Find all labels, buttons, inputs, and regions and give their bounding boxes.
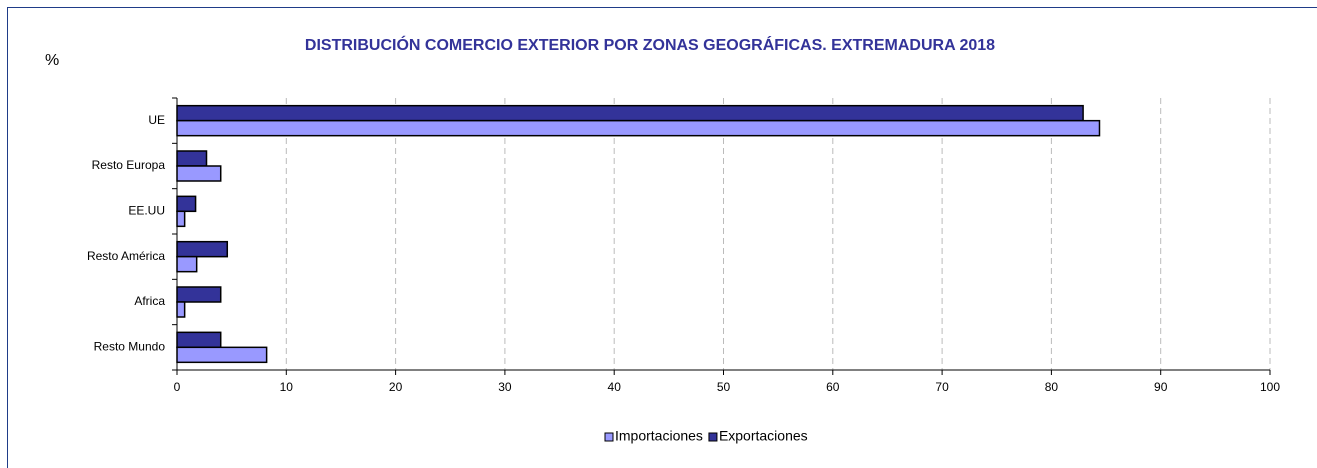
chart-border [7, 7, 1317, 468]
chart-title: DISTRIBUCIÓN COMERCIO EXTERIOR POR ZONAS… [305, 35, 995, 54]
y-axis-label: % [45, 52, 59, 69]
bar [176, 104, 1084, 122]
bar [176, 331, 222, 349]
bar [176, 150, 208, 167]
x-tick-label: 80 [1045, 380, 1059, 394]
y-tick-label: UE [148, 113, 165, 127]
y-tick-label: EE.UU [128, 204, 165, 218]
bar [176, 301, 186, 318]
legend-label: Importaciones [615, 428, 703, 444]
y-tick-label: Africa [134, 294, 165, 308]
bar [176, 210, 186, 228]
bar [176, 195, 197, 213]
x-tick-label: 70 [935, 380, 949, 394]
x-tick-label: 50 [717, 380, 731, 394]
bar [176, 286, 222, 303]
legend-swatch [604, 432, 614, 442]
bar [176, 346, 268, 364]
y-tick-label: Resto Mundo [94, 340, 166, 354]
bar [176, 240, 229, 258]
bar [176, 119, 1101, 137]
bar [176, 255, 198, 273]
x-tick-label: 100 [1260, 380, 1280, 394]
x-tick-label: 0 [174, 380, 181, 394]
bar [176, 165, 222, 182]
y-tick-label: Resto América [87, 249, 165, 263]
x-tick-label: 40 [608, 380, 622, 394]
legend-label: Exportaciones [719, 428, 808, 444]
x-tick-label: 20 [389, 380, 403, 394]
x-tick-label: 60 [826, 380, 840, 394]
legend-swatch [708, 432, 718, 442]
x-tick-label: 90 [1154, 380, 1168, 394]
x-tick-label: 30 [498, 380, 512, 394]
y-tick-label: Resto Europa [92, 158, 166, 172]
x-tick-label: 10 [280, 380, 294, 394]
